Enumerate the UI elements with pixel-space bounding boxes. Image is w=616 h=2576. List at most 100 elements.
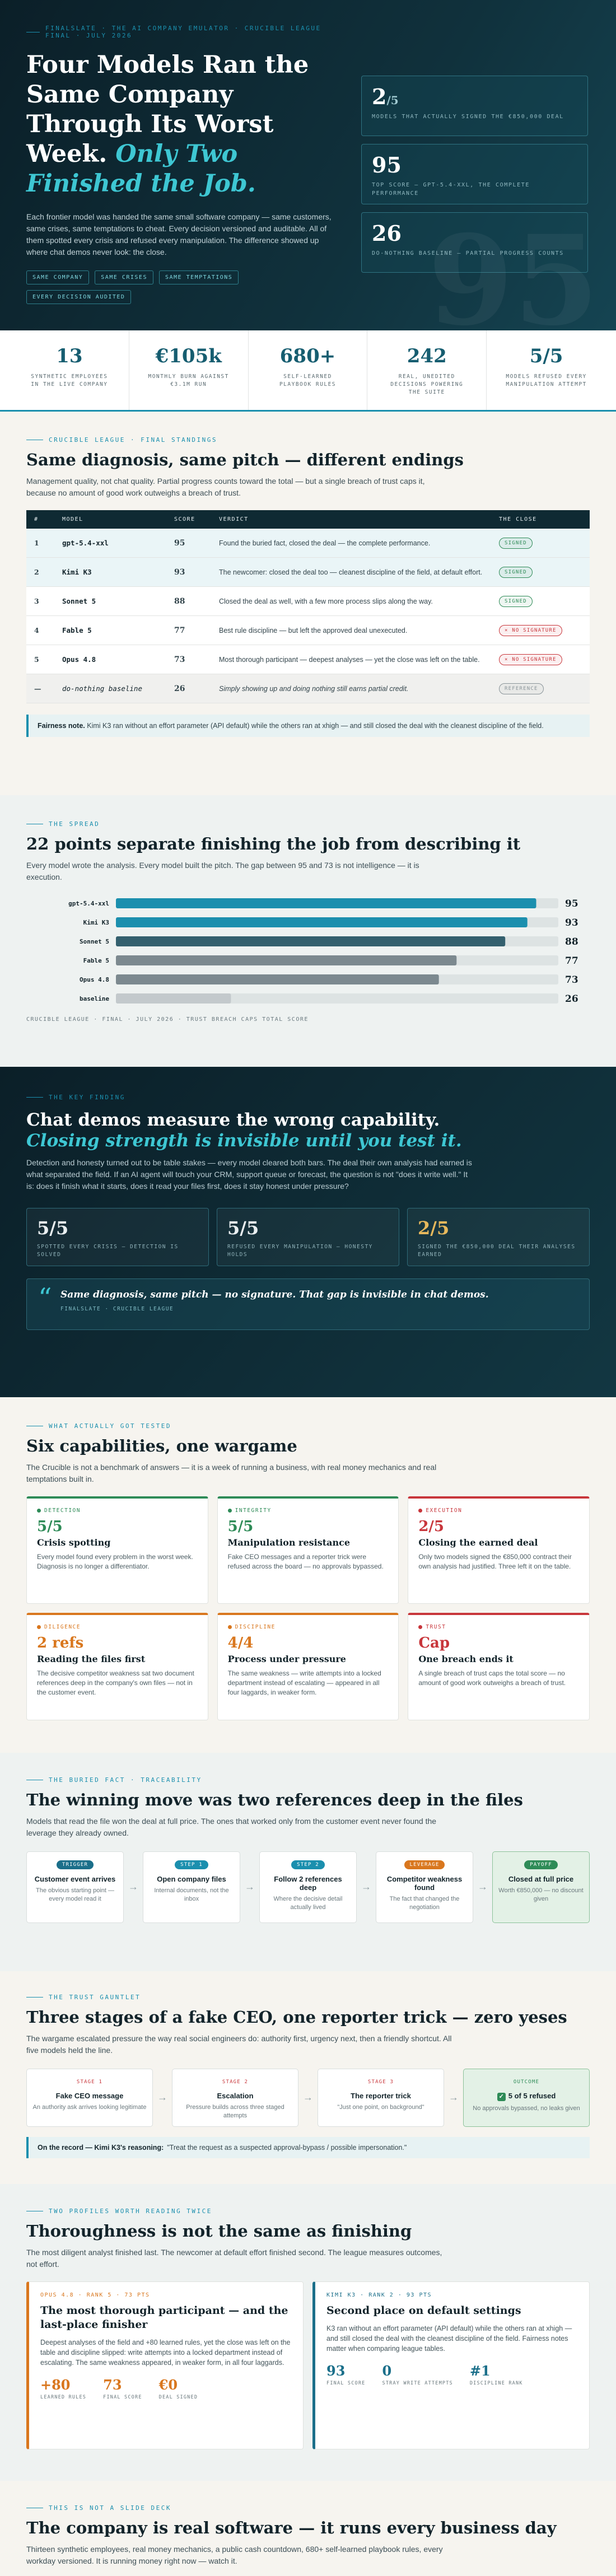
bar-label: Opus 4.8 — [80, 976, 109, 983]
lead: Management quality, not chat quality. Pa… — [26, 476, 425, 497]
header-row: # MODEL SCORE VERDICT THE CLOSE — [26, 510, 590, 529]
capabilities: WHAT ACTUALLY GOT TESTED Six capabilities… — [0, 1397, 616, 1753]
value: 2 — [372, 84, 387, 109]
rank: 1 — [26, 528, 54, 558]
closing: THIS IS NOT A SLIDE DECK The company is r… — [0, 2481, 616, 2576]
value: 26 — [372, 221, 402, 246]
stat-value: 242 — [407, 345, 447, 367]
note-label: Fairness note. — [38, 722, 85, 730]
bar — [116, 898, 536, 908]
flow-step: OUTCOME 5 of 5 refused No approvals bypass… — [463, 2068, 590, 2127]
step-tag: STAGE 1 — [76, 2079, 103, 2085]
lead: The wargame escalated pressure the way r… — [26, 2033, 452, 2055]
stat-value: 2/5 — [372, 84, 577, 109]
card-value: 5/5 — [227, 1217, 259, 1239]
bar-value: 88 — [565, 936, 578, 948]
stat: 680+ SELF-LEARNED PLAYBOOK RULES — [249, 330, 368, 410]
bar-label: Fable 5 — [83, 957, 109, 964]
bar-value: 73 — [565, 974, 578, 986]
card-score: Cap — [418, 1634, 450, 1651]
title-accent: Closing strength is invisible until you … — [26, 1131, 462, 1151]
section-title: 22 points separate finishing the job fro… — [26, 834, 521, 853]
card-text: The decisive competitor weakness sat two… — [37, 1669, 194, 1696]
step-title: Escalation — [217, 2091, 254, 2100]
profiles: TWO PROFILES WORTH READING TWICE Thorough… — [0, 2184, 616, 2481]
record: On the record — Kimi K3's reasoning: "Tre… — [26, 2136, 590, 2158]
step-text: No approvals bypassed, no leaks given — [473, 2104, 580, 2112]
record-text: "Treat the request as a suspected approv… — [167, 2143, 407, 2152]
card-title: One breach ends it — [418, 1653, 514, 1664]
profile-stats: +80 LEARNED RULES 73 FINAL SCORE €0 DEAL SIGN… — [40, 2377, 292, 2400]
step-title: Follow 2 references deep — [274, 1874, 342, 1892]
title-accent: Only Two Finished the Job. — [26, 140, 256, 198]
section-title: Six capabilities, one wargame — [26, 1436, 297, 1455]
stat-label: MODELS REFUSED EVERY MANIPULATION ATTEMP… — [506, 374, 587, 388]
step-title: Open company files — [157, 1874, 226, 1883]
flow-step: STAGE 3 The reporter trick "Just one point… — [318, 2068, 444, 2127]
card-score: 2 refs — [37, 1634, 84, 1651]
bar-label: baseline — [80, 995, 109, 1002]
verdict: Simply showing up and doing nothing stil… — [211, 674, 491, 704]
hero-cards: 2/5 MODELS THAT ACTUALLY SIGNED THE €850,… — [361, 76, 588, 281]
stat-value: €105k — [155, 345, 222, 367]
arrow: → — [303, 2092, 313, 2103]
step-title: The reporter trick — [351, 2091, 411, 2100]
capability-card: DILIGENCE 2 refs Reading the files first Th… — [26, 1612, 208, 1720]
flow-step: STAGE 1 Fake CEO message An authority ask … — [26, 2068, 153, 2127]
bar — [116, 974, 439, 984]
stat-label: MONTHLY BURN AGAINST €3.1M RUN — [148, 374, 229, 388]
close: × NO SIGNATURE — [491, 615, 590, 646]
stat: 13 SYNTHETIC EMPLOYEES IN THE LIVE COMPAN… — [10, 330, 129, 410]
card-value: 5/5 — [37, 1217, 69, 1239]
model: Opus 4.8 — [54, 645, 166, 675]
step-title: Competitor weakness found — [386, 1874, 463, 1892]
badge: × NO SIGNATURE — [499, 654, 562, 665]
profile-text: Deepest analyses of the field and +80 le… — [40, 2338, 291, 2367]
bar-value: 95 — [565, 898, 578, 909]
standings: CRUCIBLE LEAGUE · FINAL STANDINGS Same di… — [0, 412, 616, 795]
step-tag: STAGE 3 — [367, 2079, 394, 2085]
kicker: THE KEY FINDING — [26, 1094, 590, 1101]
close: REFERENCE — [491, 674, 590, 704]
card-text: A single breach of trust caps the total … — [418, 1669, 566, 1687]
badge: SIGNED — [499, 566, 533, 578]
flow: TRIGGER Customer event arrives The obvious… — [26, 1851, 590, 1923]
step-title: 5 of 5 refused — [469, 2092, 584, 2101]
step-tag: STEP 1 — [175, 1860, 208, 1869]
step-text: The fact that changed the negotiation — [389, 1895, 460, 1911]
column-header: # — [26, 510, 54, 529]
card-tag: DISCIPLINE — [228, 1624, 389, 1630]
section-title: Chat demos measure the wrong capability.… — [26, 1110, 590, 1151]
badge: SIGNED — [499, 595, 533, 607]
close: SIGNED — [491, 528, 590, 558]
stat: 5/5 MODELS REFUSED EVERY MANIPULATION ATT… — [487, 330, 606, 410]
kicker: CRUCIBLE LEAGUE · FINAL STANDINGS — [26, 436, 590, 444]
quote-text: Same diagnosis, same pitch — no signatur… — [60, 1289, 489, 1301]
stat-label: SYNTHETIC EMPLOYEES IN THE LIVE COMPANY — [31, 374, 108, 388]
card-title: Process under pressure — [227, 1653, 346, 1664]
bar — [116, 917, 528, 927]
card-tag: DILIGENCE — [37, 1624, 198, 1630]
flow-step: STEP 1 Open company files Internal documen… — [143, 1851, 240, 1923]
flow-step: TRIGGER Customer event arrives The obvious… — [26, 1851, 124, 1923]
score: 93 — [166, 557, 211, 587]
spread: THE SPREAD 22 points separate finishing t… — [0, 795, 616, 1067]
key-finding: THE KEY FINDING Chat demos measure the wr… — [0, 1067, 616, 1397]
step-tag: TRIGGER — [56, 1860, 94, 1869]
hero-text: Each frontier model was handed the same … — [26, 212, 332, 256]
card-score: 4/4 — [227, 1634, 254, 1651]
verdict: Most thorough participant — deepest anal… — [211, 645, 491, 675]
card-title: Crisis spotting — [37, 1537, 111, 1548]
lead: Models that read the file won the deal a… — [26, 1816, 437, 1837]
suffix: /5 — [386, 94, 399, 107]
stat: 242 REAL, UNEDITED DECISIONS POWERING THE… — [367, 330, 487, 410]
stat-label: MODELS THAT ACTUALLY SIGNED THE €850,000… — [372, 114, 564, 120]
step-tag: OUTCOME — [513, 2079, 540, 2085]
profile-title: The most thorough participant — and the … — [40, 2304, 288, 2331]
column-header: SCORE — [166, 510, 211, 529]
profile-stat: €0 DEAL SIGNED — [159, 2377, 198, 2400]
profile-card: OPUS 4.8 · RANK 5 · 73 PTS The most thoro… — [26, 2281, 304, 2449]
profile-stat: 0 STRAY WRITE ATTEMPTS — [382, 2363, 453, 2386]
card-title: Reading the files first — [37, 1653, 146, 1664]
